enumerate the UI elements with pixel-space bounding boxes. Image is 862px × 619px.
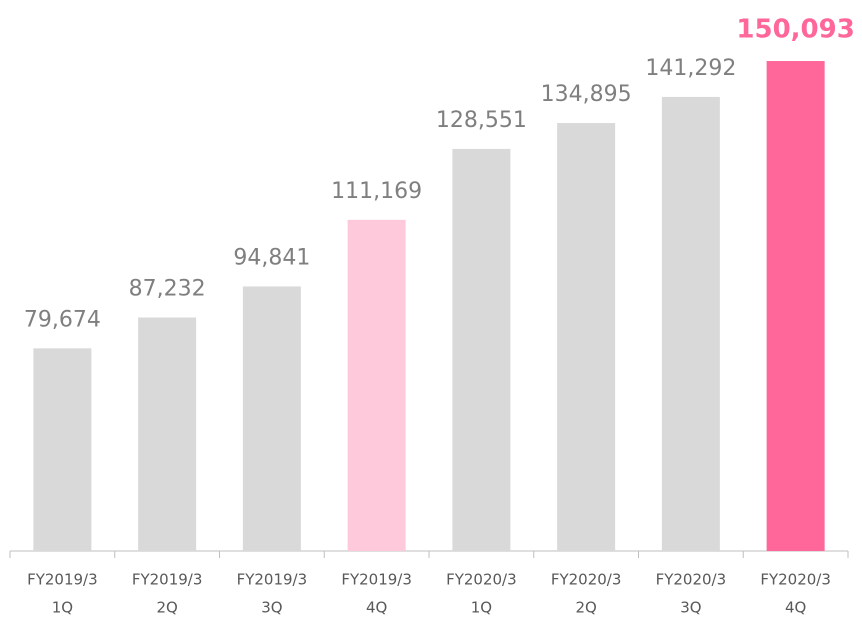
bar — [452, 148, 511, 551]
bar — [138, 317, 197, 551]
value-label: 87,232 — [129, 276, 206, 301]
x-tick-label: FY2020/3 — [656, 571, 727, 589]
x-tick-label: 3Q — [680, 599, 701, 617]
value-label: 79,674 — [24, 307, 101, 332]
x-tick-label: 2Q — [156, 599, 177, 617]
x-tick-label: 3Q — [261, 599, 282, 617]
value-label: 111,169 — [331, 179, 422, 204]
bar — [661, 96, 720, 551]
x-tick-label: FY2019/3 — [237, 571, 308, 589]
x-tick-label: 4Q — [366, 599, 387, 617]
value-label: 150,093 — [736, 15, 854, 45]
x-tick-label: FY2019/3 — [27, 571, 98, 589]
x-tick-label: 2Q — [575, 599, 596, 617]
value-label: 94,841 — [233, 245, 310, 270]
bar — [242, 286, 301, 551]
bar — [33, 348, 92, 551]
x-tick-label: FY2019/3 — [132, 571, 203, 589]
x-tick-label: FY2020/3 — [551, 571, 622, 589]
x-tick-label: 1Q — [471, 599, 492, 617]
bar — [347, 219, 406, 551]
bar — [557, 123, 616, 552]
x-tick-label: 4Q — [785, 599, 806, 617]
x-tick-label: FY2020/3 — [446, 571, 517, 589]
value-label: 128,551 — [436, 108, 527, 133]
value-label: 134,895 — [541, 82, 632, 107]
bar — [766, 61, 825, 551]
x-tick-label: 1Q — [52, 599, 73, 617]
x-tick-label: FY2019/3 — [341, 571, 412, 589]
value-label: 141,292 — [645, 56, 736, 81]
x-tick-label: FY2020/3 — [760, 571, 831, 589]
